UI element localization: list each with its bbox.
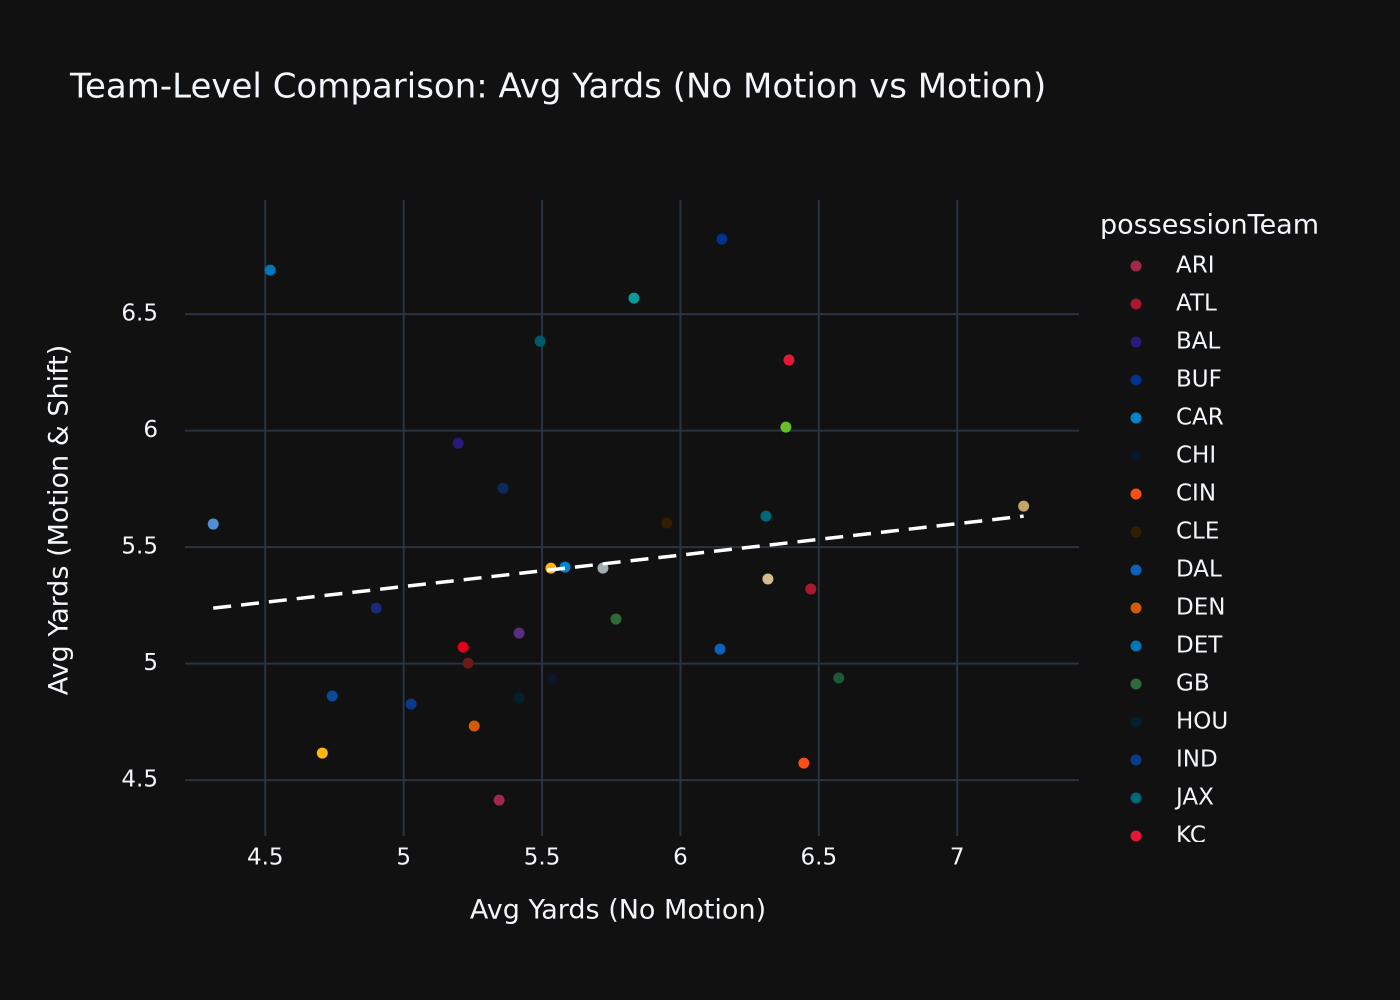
data-point: [370, 602, 382, 614]
legend-marker: [1130, 336, 1142, 348]
data-point: [513, 692, 525, 704]
data-point: [1018, 500, 1030, 512]
legend-marker: [1130, 678, 1142, 690]
legend-marker: [1130, 374, 1142, 386]
legend-label: IND: [1176, 747, 1218, 773]
chart-title: Team-Level Comparison: Avg Yards (No Mot…: [69, 67, 1046, 107]
legend-title: possessionTeam: [1100, 210, 1319, 241]
legend-label: BAL: [1176, 329, 1221, 355]
data-point: [468, 720, 480, 732]
legend-marker: [1130, 640, 1142, 652]
legend-marker: [1130, 754, 1142, 766]
legend-label: ATL: [1176, 291, 1217, 317]
legend-label: KC: [1176, 823, 1206, 849]
legend-label: HOU: [1176, 709, 1228, 735]
legend-label: BUF: [1176, 367, 1222, 393]
x-tick-label: 6.5: [801, 845, 838, 871]
data-point: [610, 613, 622, 625]
data-point: [780, 421, 792, 433]
legend-marker: [1130, 260, 1142, 272]
x-tick-label: 4.5: [247, 845, 284, 871]
x-tick-label: 5: [396, 845, 411, 871]
x-axis-title: Avg Yards (No Motion): [470, 895, 766, 926]
data-point: [783, 354, 795, 366]
legend: ARI ATL BAL BUF CAR CHI CIN CLE DAL DEN DET GB HOU IN…: [1130, 253, 1228, 849]
data-point: [497, 482, 509, 494]
data-point: [762, 573, 774, 585]
y-axis-title: Avg Yards (Motion & Shift): [44, 345, 75, 696]
data-point: [462, 657, 474, 669]
legend-marker: [1130, 564, 1142, 576]
legend-label: CAR: [1176, 405, 1224, 431]
data-point: [805, 583, 817, 595]
x-tick-label: 5.5: [524, 845, 561, 871]
data-point: [452, 437, 464, 449]
data-point: [546, 673, 558, 685]
legend-label: JAX: [1174, 785, 1214, 811]
data-point: [493, 794, 505, 806]
legend-label: ARI: [1176, 253, 1215, 279]
legend-label: DEN: [1176, 595, 1225, 621]
data-point: [207, 518, 219, 530]
x-tick-label: 7: [950, 845, 965, 871]
y-tick-label: 5.5: [121, 534, 158, 560]
data-point: [405, 698, 417, 710]
data-point: [316, 747, 328, 759]
data-point: [264, 264, 276, 276]
legend-marker: [1130, 602, 1142, 614]
data-point: [513, 627, 525, 639]
data-point: [714, 643, 726, 655]
legend-marker: [1130, 412, 1142, 424]
legend-marker: [1130, 792, 1142, 804]
data-point: [326, 690, 338, 702]
data-point: [661, 517, 673, 529]
y-tick-label: 5: [143, 650, 158, 676]
legend-label: DET: [1176, 633, 1223, 659]
data-point: [457, 641, 469, 653]
legend-marker: [1130, 488, 1142, 500]
legend-label: CLE: [1176, 519, 1219, 545]
legend-marker: [1130, 830, 1142, 842]
y-tick-label: 6.5: [121, 301, 158, 327]
legend-marker: [1130, 526, 1142, 538]
data-point: [833, 672, 845, 684]
legend-label: DAL: [1176, 557, 1222, 583]
legend-label: CHI: [1176, 443, 1216, 469]
legend-marker: [1130, 298, 1142, 310]
trend-line: [213, 514, 1024, 610]
legend-label: CIN: [1176, 481, 1216, 507]
y-tick-label: 6: [143, 417, 158, 443]
data-point: [760, 510, 772, 522]
data-point: [798, 757, 810, 769]
legend-marker: [1130, 450, 1142, 462]
legend-marker: [1130, 716, 1142, 728]
data-point: [534, 335, 546, 347]
x-tick-label: 6: [673, 845, 688, 871]
data-point: [716, 233, 728, 245]
legend-label: GB: [1176, 671, 1210, 697]
data-point: [628, 292, 640, 304]
y-tick-label: 4.5: [121, 767, 158, 793]
